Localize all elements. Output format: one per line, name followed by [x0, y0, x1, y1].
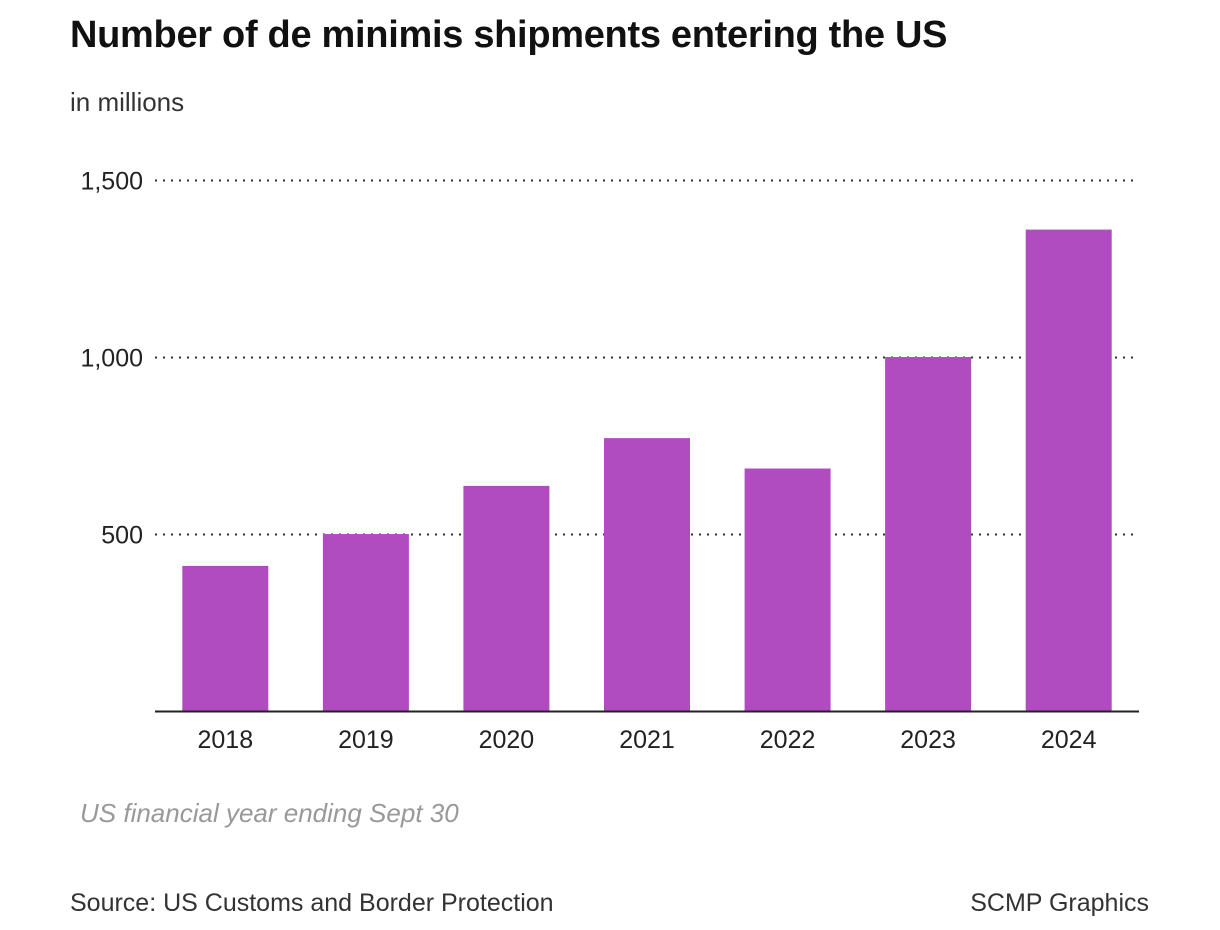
bar-2024 — [1025, 229, 1112, 711]
source-text: Source: US Customs and Border Protection — [70, 889, 554, 917]
bar-2018 — [182, 565, 269, 711]
x-tick-label: 2023 — [900, 726, 956, 754]
y-tick-label: 500 — [101, 522, 143, 550]
bar-2023 — [885, 357, 972, 711]
x-tick-label: 2022 — [760, 726, 816, 754]
x-tick-label: 2019 — [338, 726, 394, 754]
chart-title: Number of de minimis shipments entering … — [70, 14, 948, 56]
bar-2020 — [463, 485, 550, 711]
chart-subtitle: in millions — [70, 87, 185, 117]
credit-text: SCMP Graphics — [970, 889, 1149, 917]
bar-2019 — [322, 534, 409, 711]
y-tick-label: 1,000 — [80, 345, 143, 373]
y-axis-ticks: 500 1,000 1,500 — [80, 168, 143, 550]
x-tick-label: 2024 — [1041, 726, 1097, 754]
bars — [182, 229, 1112, 711]
x-tick-label: 2021 — [619, 726, 675, 754]
x-tick-label: 2020 — [479, 726, 535, 754]
y-tick-label: 1,500 — [80, 168, 143, 196]
bar-2021 — [604, 438, 690, 711]
x-tick-label: 2018 — [197, 726, 253, 754]
x-axis-ticks: 2018 2019 2020 2021 2022 2023 2024 — [197, 726, 1096, 754]
chart-note: US financial year ending Sept 30 — [80, 798, 459, 828]
bar-2022 — [744, 468, 831, 711]
